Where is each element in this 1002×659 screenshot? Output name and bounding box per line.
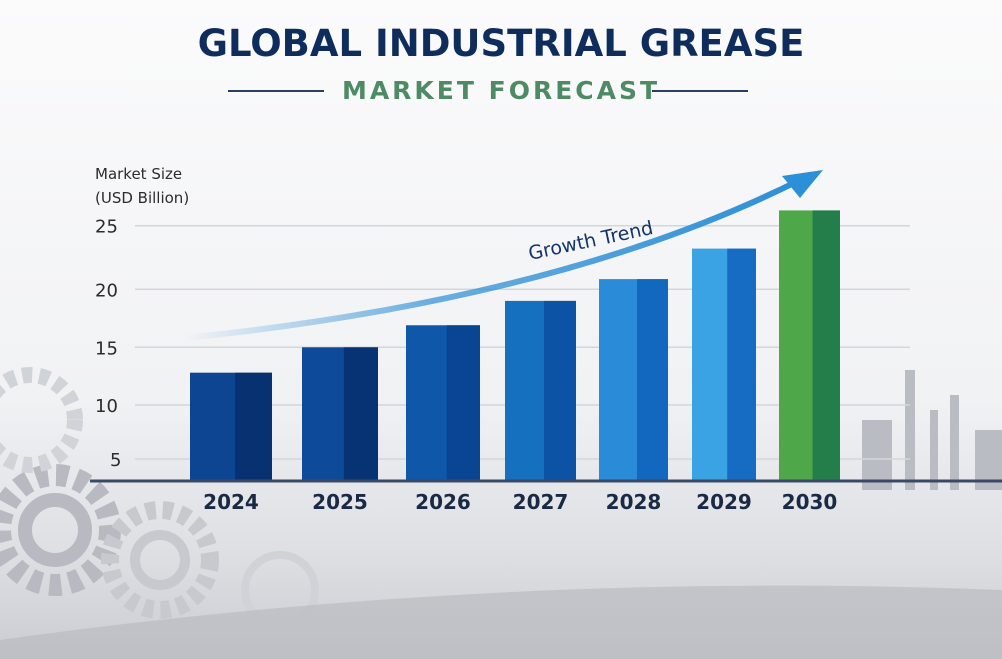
title-rule-left (228, 90, 324, 92)
y-tick-label: 10 (95, 396, 118, 417)
growth-trend-arrow (184, 177, 802, 341)
y-tick-label: 25 (95, 217, 118, 238)
bar-shade (235, 372, 272, 481)
bar-shade (343, 347, 378, 481)
x-tick-label: 2029 (696, 490, 752, 514)
bar-shade (544, 300, 576, 481)
x-tick-label: 2030 (782, 490, 838, 514)
x-tick-label: 2027 (513, 490, 569, 514)
bar-shade (812, 210, 840, 482)
metal-floor (0, 585, 1002, 659)
bar-shade (727, 248, 756, 481)
y-tick-label: 5 (110, 450, 121, 471)
bar-shade (446, 325, 480, 481)
growth-trend-label: Growth Trend (526, 217, 655, 265)
bar-shade (636, 279, 668, 481)
chart-subtitle: MARKET FORECAST (341, 76, 661, 105)
title-rule-right (652, 90, 748, 92)
chart-title: GLOBAL INDUSTRIAL GREASE (197, 22, 805, 65)
y-tick-label: 20 (95, 280, 118, 301)
x-tick-label: 2028 (606, 490, 662, 514)
y-axis-label-line2: (USD Billion) (95, 189, 190, 207)
y-axis-label-line1: Market Size (95, 165, 183, 183)
y-tick-label: 15 (95, 338, 118, 359)
x-tick-label: 2024 (203, 490, 259, 514)
x-tick-label: 2026 (415, 490, 471, 514)
growth-trend-arrowhead (782, 170, 823, 198)
x-tick-label: 2025 (312, 490, 368, 514)
